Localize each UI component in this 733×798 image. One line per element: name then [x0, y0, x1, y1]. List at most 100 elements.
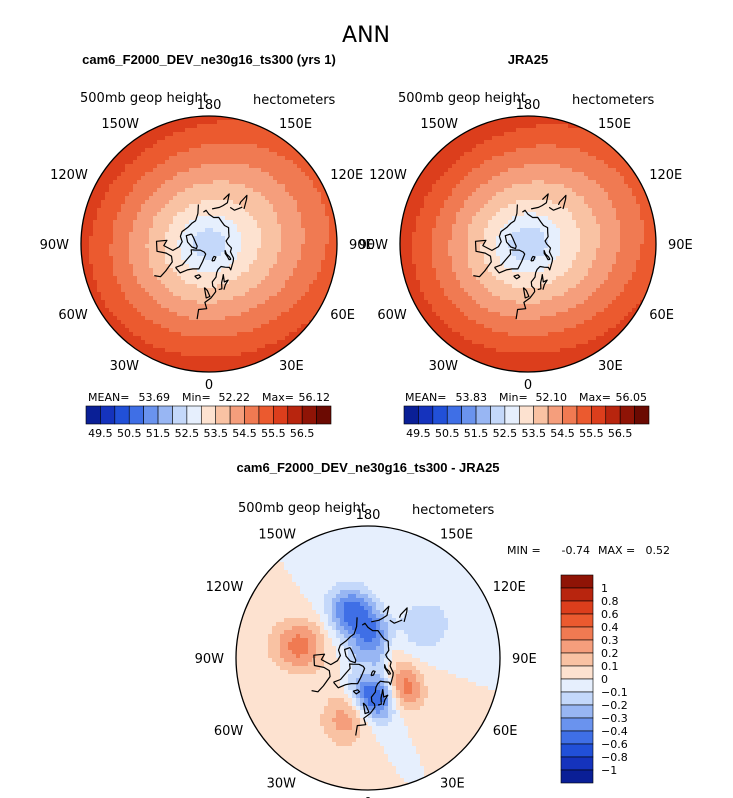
contour-cell	[245, 200, 250, 205]
contour-cell	[301, 268, 306, 273]
contour-cell	[113, 288, 118, 293]
contour-cell	[524, 216, 529, 221]
contour-cell	[504, 192, 509, 197]
colorbar: 49.5 50.5 51.5 52.5 53.5 54.5 55.5 56.5	[85, 405, 332, 440]
contour-cell	[261, 284, 266, 289]
contour-cell	[616, 204, 621, 209]
contour-cell	[552, 156, 557, 161]
contour-cell	[221, 224, 226, 229]
contour-cell	[157, 120, 162, 125]
contour-cell	[241, 336, 246, 341]
contour-cell	[173, 220, 178, 225]
contour-cell	[249, 220, 254, 225]
contour-cell	[97, 248, 102, 253]
contour-cell	[181, 160, 186, 165]
contour-cell	[432, 232, 437, 237]
contour-cell	[265, 264, 270, 269]
contour-cell	[161, 248, 166, 253]
contour-cell	[512, 228, 517, 233]
contour-cell	[169, 168, 174, 173]
contour-cell	[241, 236, 246, 241]
contour-cell	[157, 256, 162, 261]
contour-cell	[105, 176, 110, 181]
contour-cell	[452, 176, 457, 181]
contour-cell	[101, 184, 106, 189]
contour-cell	[424, 168, 429, 173]
contour-cell	[249, 288, 254, 293]
contour-cell	[628, 224, 633, 229]
contour-cell	[225, 136, 230, 141]
contour-cell	[105, 180, 110, 185]
contour-cell	[241, 176, 246, 181]
contour-cell	[117, 228, 122, 233]
contour-cell	[237, 352, 242, 357]
contour-cell	[113, 216, 118, 221]
contour-cell	[141, 340, 146, 345]
contour-cell	[145, 220, 150, 225]
contour-cell	[305, 280, 310, 285]
contour-cell	[612, 176, 617, 181]
contour-cell	[257, 228, 262, 233]
contour-cell	[197, 124, 202, 129]
contour-cell	[93, 192, 98, 197]
contour-cell	[313, 200, 318, 205]
contour-cell	[508, 176, 513, 181]
contour-cell	[285, 216, 290, 221]
contour-cell	[269, 316, 274, 321]
contour-cell	[532, 116, 537, 121]
contour-cell	[265, 184, 270, 189]
contour-cell	[492, 164, 497, 169]
contour-cell	[580, 132, 585, 137]
contour-cell	[225, 152, 230, 157]
contour-cell	[468, 140, 473, 145]
contour-cell	[588, 212, 593, 217]
contour-cell	[137, 136, 142, 141]
contour-cell	[588, 188, 593, 193]
contour-cell	[568, 180, 573, 185]
contour-cell	[564, 216, 569, 221]
contour-cell	[440, 160, 445, 165]
contour-cell	[261, 332, 266, 337]
contour-cell	[536, 164, 541, 169]
contour-cell	[317, 304, 322, 309]
contour-cell	[329, 264, 334, 269]
contour-cell	[205, 128, 210, 133]
contour-cell	[628, 184, 633, 189]
contour-cell	[420, 176, 425, 181]
contour-cell	[181, 192, 186, 197]
contour-cell	[229, 144, 234, 149]
contour-cell	[173, 124, 178, 129]
contour-cell	[568, 188, 573, 193]
contour-cell	[173, 268, 178, 273]
contour-cell	[524, 212, 529, 217]
contour-cell	[297, 232, 302, 237]
contour-cell	[189, 268, 194, 273]
contour-cell	[584, 168, 589, 173]
contour-cell	[165, 288, 170, 293]
contour-cell	[496, 160, 501, 165]
contour-cell	[205, 284, 210, 289]
contour-cell	[161, 208, 166, 213]
contour-cell	[436, 228, 441, 233]
contour-cell	[317, 300, 322, 305]
contour-cell	[109, 296, 114, 301]
contour-cell	[309, 292, 314, 297]
contour-cell	[504, 120, 509, 125]
contour-cell	[165, 180, 170, 185]
contour-cell	[644, 204, 649, 209]
contour-cell	[109, 292, 114, 297]
contour-cell	[600, 164, 605, 169]
contour-cell	[85, 220, 90, 225]
contour-cell	[237, 188, 242, 193]
contour-cell	[181, 356, 186, 361]
contour-cell	[592, 196, 597, 201]
contour-cell	[149, 256, 154, 261]
contour-cell	[97, 200, 102, 205]
contour-cell	[233, 308, 238, 313]
contour-cell	[193, 236, 198, 241]
contour-cell	[181, 332, 186, 337]
contour-cell	[564, 196, 569, 201]
contour-cell	[185, 220, 190, 225]
contour-cell	[165, 172, 170, 177]
contour-cell	[153, 144, 158, 149]
